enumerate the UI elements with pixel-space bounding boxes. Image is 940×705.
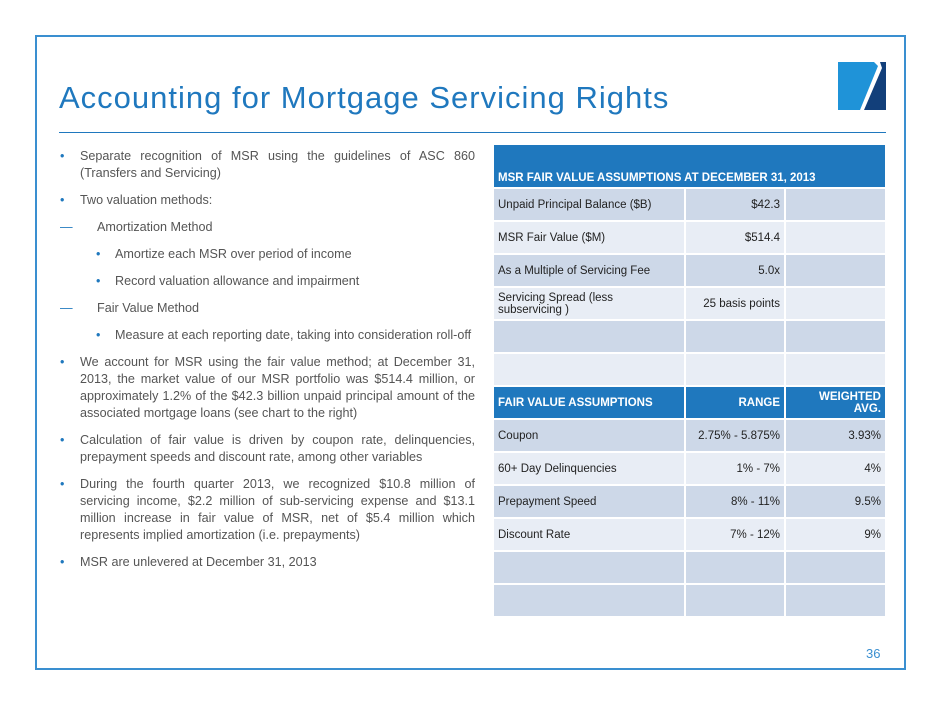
- table-title: MSR FAIR VALUE ASSUMPTIONS AT DECEMBER 3…: [494, 145, 885, 187]
- row-value: $514.4: [686, 222, 784, 253]
- row-avg: 9.5%: [786, 486, 885, 517]
- col-header: RANGE: [686, 387, 784, 418]
- sub-item: Amortization Method: [60, 219, 475, 236]
- row-avg: 9%: [786, 519, 885, 550]
- row-range: 2.75% - 5.875%: [686, 420, 784, 451]
- sub-item: Fair Value Method: [60, 300, 475, 317]
- col-header: FAIR VALUE ASSUMPTIONS: [494, 387, 684, 418]
- table-row: Unpaid Principal Balance ($B) $42.3: [494, 189, 885, 220]
- company-logo-icon: [838, 62, 886, 110]
- row-range: 1% - 7%: [686, 453, 784, 484]
- row-label: Unpaid Principal Balance ($B): [494, 189, 684, 220]
- row-label: Coupon: [494, 420, 684, 451]
- table-row: Discount Rate 7% - 12% 9%: [494, 519, 885, 550]
- bullet-item: Calculation of fair value is driven by c…: [60, 432, 475, 466]
- row-label: 60+ Day Delinquencies: [494, 453, 684, 484]
- empty-row: [494, 321, 885, 352]
- empty-cell: [786, 288, 885, 319]
- sub-sub-item: Measure at each reporting date, taking i…: [60, 327, 475, 344]
- bullet-item: Two valuation methods:: [60, 192, 475, 209]
- row-range: 8% - 11%: [686, 486, 784, 517]
- bullet-item: Separate recognition of MSR using the gu…: [60, 148, 475, 182]
- col-header: WEIGHTED AVG.: [786, 387, 885, 418]
- title-divider: [59, 132, 886, 133]
- row-avg: 3.93%: [786, 420, 885, 451]
- table-row: 60+ Day Delinquencies 1% - 7% 4%: [494, 453, 885, 484]
- empty-row: [494, 585, 885, 616]
- table-row: Servicing Spread (less subservicing ) 25 …: [494, 288, 885, 319]
- row-label: Prepayment Speed: [494, 486, 684, 517]
- row-value: 25 basis points: [686, 288, 784, 319]
- slide-frame: [35, 35, 906, 670]
- table-subheader-row: FAIR VALUE ASSUMPTIONS RANGE WEIGHTED AVG.: [494, 387, 885, 418]
- page-number: 36: [866, 646, 881, 661]
- table-header-row: MSR FAIR VALUE ASSUMPTIONS AT DECEMBER 3…: [494, 145, 885, 187]
- bullet-list: Separate recognition of MSR using the gu…: [60, 148, 475, 581]
- table-row: MSR Fair Value ($M) $514.4: [494, 222, 885, 253]
- msr-assumptions-table: MSR FAIR VALUE ASSUMPTIONS AT DECEMBER 3…: [492, 143, 887, 618]
- empty-row: [494, 552, 885, 583]
- row-avg: 4%: [786, 453, 885, 484]
- row-label: As a Multiple of Servicing Fee: [494, 255, 684, 286]
- row-label: MSR Fair Value ($M): [494, 222, 684, 253]
- table-row: Prepayment Speed 8% - 11% 9.5%: [494, 486, 885, 517]
- table-row: As a Multiple of Servicing Fee 5.0x: [494, 255, 885, 286]
- empty-cell: [786, 189, 885, 220]
- table-row: Coupon 2.75% - 5.875% 3.93%: [494, 420, 885, 451]
- empty-cell: [786, 222, 885, 253]
- empty-cell: [786, 255, 885, 286]
- bullet-item: MSR are unlevered at December 31, 2013: [60, 554, 475, 571]
- row-label: Discount Rate: [494, 519, 684, 550]
- bullet-item: We account for MSR using the fair value …: [60, 354, 475, 422]
- row-value: 5.0x: [686, 255, 784, 286]
- empty-row: [494, 354, 885, 385]
- row-value: $42.3: [686, 189, 784, 220]
- sub-sub-item: Record valuation allowance and impairmen…: [60, 273, 475, 290]
- row-range: 7% - 12%: [686, 519, 784, 550]
- page-title: Accounting for Mortgage Servicing Rights: [59, 80, 670, 115]
- bullet-item: During the fourth quarter 2013, we recog…: [60, 476, 475, 544]
- sub-sub-item: Amortize each MSR over period of income: [60, 246, 475, 263]
- row-label: Servicing Spread (less subservicing ): [494, 288, 684, 319]
